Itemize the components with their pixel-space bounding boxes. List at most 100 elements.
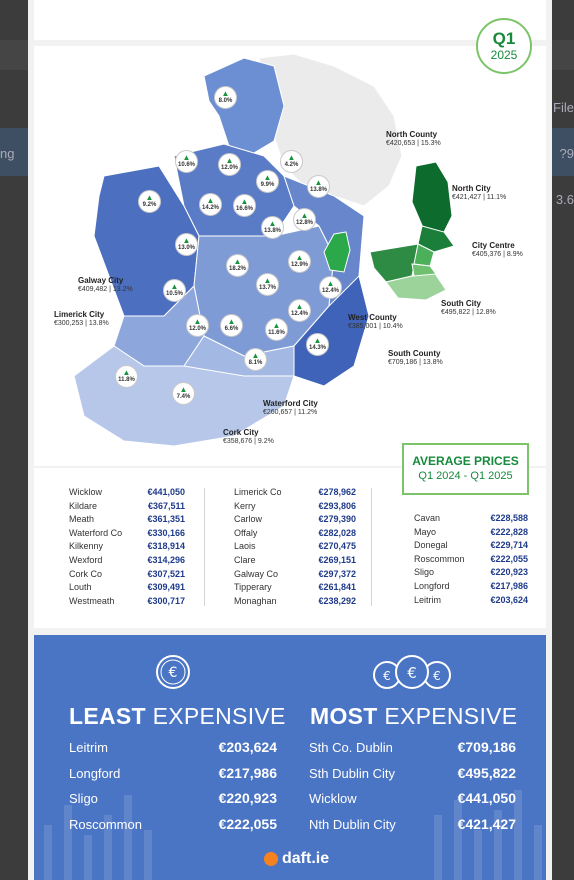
county-price: €441,050 xyxy=(147,487,185,497)
price-row: Sligo €220,923 xyxy=(414,566,528,580)
county-name: Kildare xyxy=(69,500,98,511)
label-cork-city: Cork City €358,676 | 9.2% xyxy=(223,428,274,445)
pin-9-2: ▲ 9.2% xyxy=(138,190,161,213)
pin-9-9: ▲ 9.9% xyxy=(256,170,279,193)
county-price: €222,055 xyxy=(490,553,528,564)
average-prices-box: AVERAGE PRICES Q1 2024 - Q1 2025 xyxy=(402,443,529,495)
county-name: Limerick Co xyxy=(234,487,282,497)
county-name: Kerry xyxy=(234,500,256,511)
average-prices-subtitle: Q1 2024 - Q1 2025 xyxy=(418,470,513,482)
price-row: Cork Co €307,521 xyxy=(69,568,185,582)
pin-11-6: ▲ 11.6% xyxy=(265,318,288,341)
price-row: Carlow €279,390 xyxy=(234,513,356,527)
most-expensive-list: Sth Co. Dublin €709,186 Sth Dublin City €4… xyxy=(309,735,516,837)
price-column-1: Wicklow €441,050 Kildare €367,511 Meath €361,… xyxy=(69,486,185,608)
county-price: €314,296 xyxy=(147,554,185,565)
list-item: Sth Dublin City €495,822 xyxy=(309,764,516,781)
column-divider-2 xyxy=(371,488,372,606)
pin-13-7: ▲ 13.7% xyxy=(256,273,279,296)
county-name: Carlow xyxy=(234,514,263,525)
price-row: Wexford €314,296 xyxy=(69,554,185,568)
price-row: Meath €361,351 xyxy=(69,513,185,527)
background-left-text: ng xyxy=(0,146,15,161)
county-price: €217,986 xyxy=(490,580,528,591)
county-price: €278,962 xyxy=(318,487,356,497)
label-city-centre: City Centre €405,376 | 8.9% xyxy=(472,241,523,258)
county-name: Wexford xyxy=(69,554,103,565)
label-south-county: South County €709,186 | 13.8% xyxy=(388,349,443,366)
pin-8-0: ▲ 8.0% xyxy=(214,86,237,109)
county-price: €361,351 xyxy=(147,514,185,525)
county-price: €279,390 xyxy=(318,514,356,525)
price-row: Louth €309,491 xyxy=(69,581,185,595)
dublin-south-city-shape xyxy=(411,263,437,277)
label-south-city: South City €495,822 | 12.8% xyxy=(441,299,496,316)
coin-stack-icon: € € € xyxy=(373,655,451,689)
decorative-bar-chart xyxy=(44,790,542,880)
county-price: €300,717 xyxy=(147,595,185,606)
label-west-county: West County €385,001 | 10.4% xyxy=(348,313,403,330)
price-row: Laois €270,475 xyxy=(234,540,356,554)
price-row: Wicklow €441,050 xyxy=(69,486,185,500)
price-row: Roscommon €222,055 xyxy=(414,553,528,567)
pin-18-2: ▲ 18.2% xyxy=(226,254,249,277)
price-row: Limerick Co €278,962 xyxy=(234,486,356,500)
pin-6-6: ▲ 6.6% xyxy=(220,314,243,337)
price-row: Cavan €228,588 xyxy=(414,512,528,526)
expense-panel xyxy=(34,635,546,880)
county-name: Wicklow xyxy=(69,487,102,497)
least-expensive-heading: LEAST EXPENSIVE xyxy=(69,703,286,729)
tipperary-shape xyxy=(183,335,295,377)
pin-14-3: ▲ 14.3% xyxy=(306,333,329,356)
least-expensive-list: Leitrim €203,624 Longford €217,986 Sligo €2… xyxy=(69,735,277,837)
price-row: Mayo €222,828 xyxy=(414,526,528,540)
list-item: Roscommon €222,055 xyxy=(69,815,277,832)
county-name: Roscommon xyxy=(414,553,465,564)
label-limerick-city: Limerick City €300,253 | 13.8% xyxy=(54,310,109,327)
donegal-shape xyxy=(203,57,285,157)
list-item: Leitrim €203,624 xyxy=(69,739,277,755)
pin-14-2: ▲ 14.2% xyxy=(199,193,222,216)
price-row: Waterford Co €330,166 xyxy=(69,527,185,541)
county-name: Tipperary xyxy=(234,582,272,593)
price-row: Kilkenny €318,914 xyxy=(69,540,185,554)
map-panel: Q1 2025 North County €420,653 | 15.3% Nor… xyxy=(34,18,546,466)
pin-12-4a: ▲ 12.4% xyxy=(319,276,342,299)
pin-11-8: ▲ 11.8% xyxy=(115,365,138,388)
pin-12-9: ▲ 12.9% xyxy=(288,250,311,273)
county-price: €220,923 xyxy=(490,567,528,578)
price-row: Donegal €229,714 xyxy=(414,539,528,553)
quarter-badge: Q1 2025 xyxy=(476,18,532,74)
county-price: €222,828 xyxy=(490,526,528,537)
county-name: Galway Co xyxy=(234,568,279,579)
svg-text:€: € xyxy=(383,669,391,683)
pin-13-0: ▲ 13.0% xyxy=(175,233,198,256)
list-item: Nth Dublin City €421,427 xyxy=(309,815,516,832)
county-price: €228,588 xyxy=(490,513,528,523)
county-price: €229,714 xyxy=(490,540,528,551)
daft-logo-text: daft.ie xyxy=(282,850,330,867)
background-right-text-2: ?9 xyxy=(559,146,574,161)
county-name: Cavan xyxy=(414,513,441,523)
background-right-text-3: 3.6 xyxy=(555,192,574,207)
county-price: €270,475 xyxy=(318,541,356,552)
price-column-3: Cavan €228,588 Mayo €222,828 Donegal €229,714… xyxy=(414,512,528,607)
pin-16-6: ▲ 16.6% xyxy=(233,194,256,217)
most-expensive-heading: MOST EXPENSIVE xyxy=(310,703,518,729)
top-white-band xyxy=(34,0,546,40)
pin-13-8a: ▲ 13.8% xyxy=(307,175,330,198)
list-item: Sth Co. Dublin €709,186 xyxy=(309,739,516,755)
county-name: Sligo xyxy=(414,567,435,578)
county-price: €293,806 xyxy=(318,500,356,511)
price-column-2: Limerick Co €278,962 Kerry €293,806 Carlow €2… xyxy=(234,486,356,608)
price-row: Monaghan €238,292 xyxy=(234,595,356,609)
pin-8-1: ▲ 8.1% xyxy=(244,348,267,371)
background-right-text-1: File xyxy=(553,100,574,115)
county-price: €309,491 xyxy=(147,582,185,593)
price-row: Offaly €282,028 xyxy=(234,527,356,541)
price-row: Longford €217,986 xyxy=(414,580,528,594)
price-row: Clare €269,151 xyxy=(234,554,356,568)
county-name: Meath xyxy=(69,514,95,525)
county-name: Kilkenny xyxy=(69,541,104,552)
county-name: Monaghan xyxy=(234,595,277,606)
